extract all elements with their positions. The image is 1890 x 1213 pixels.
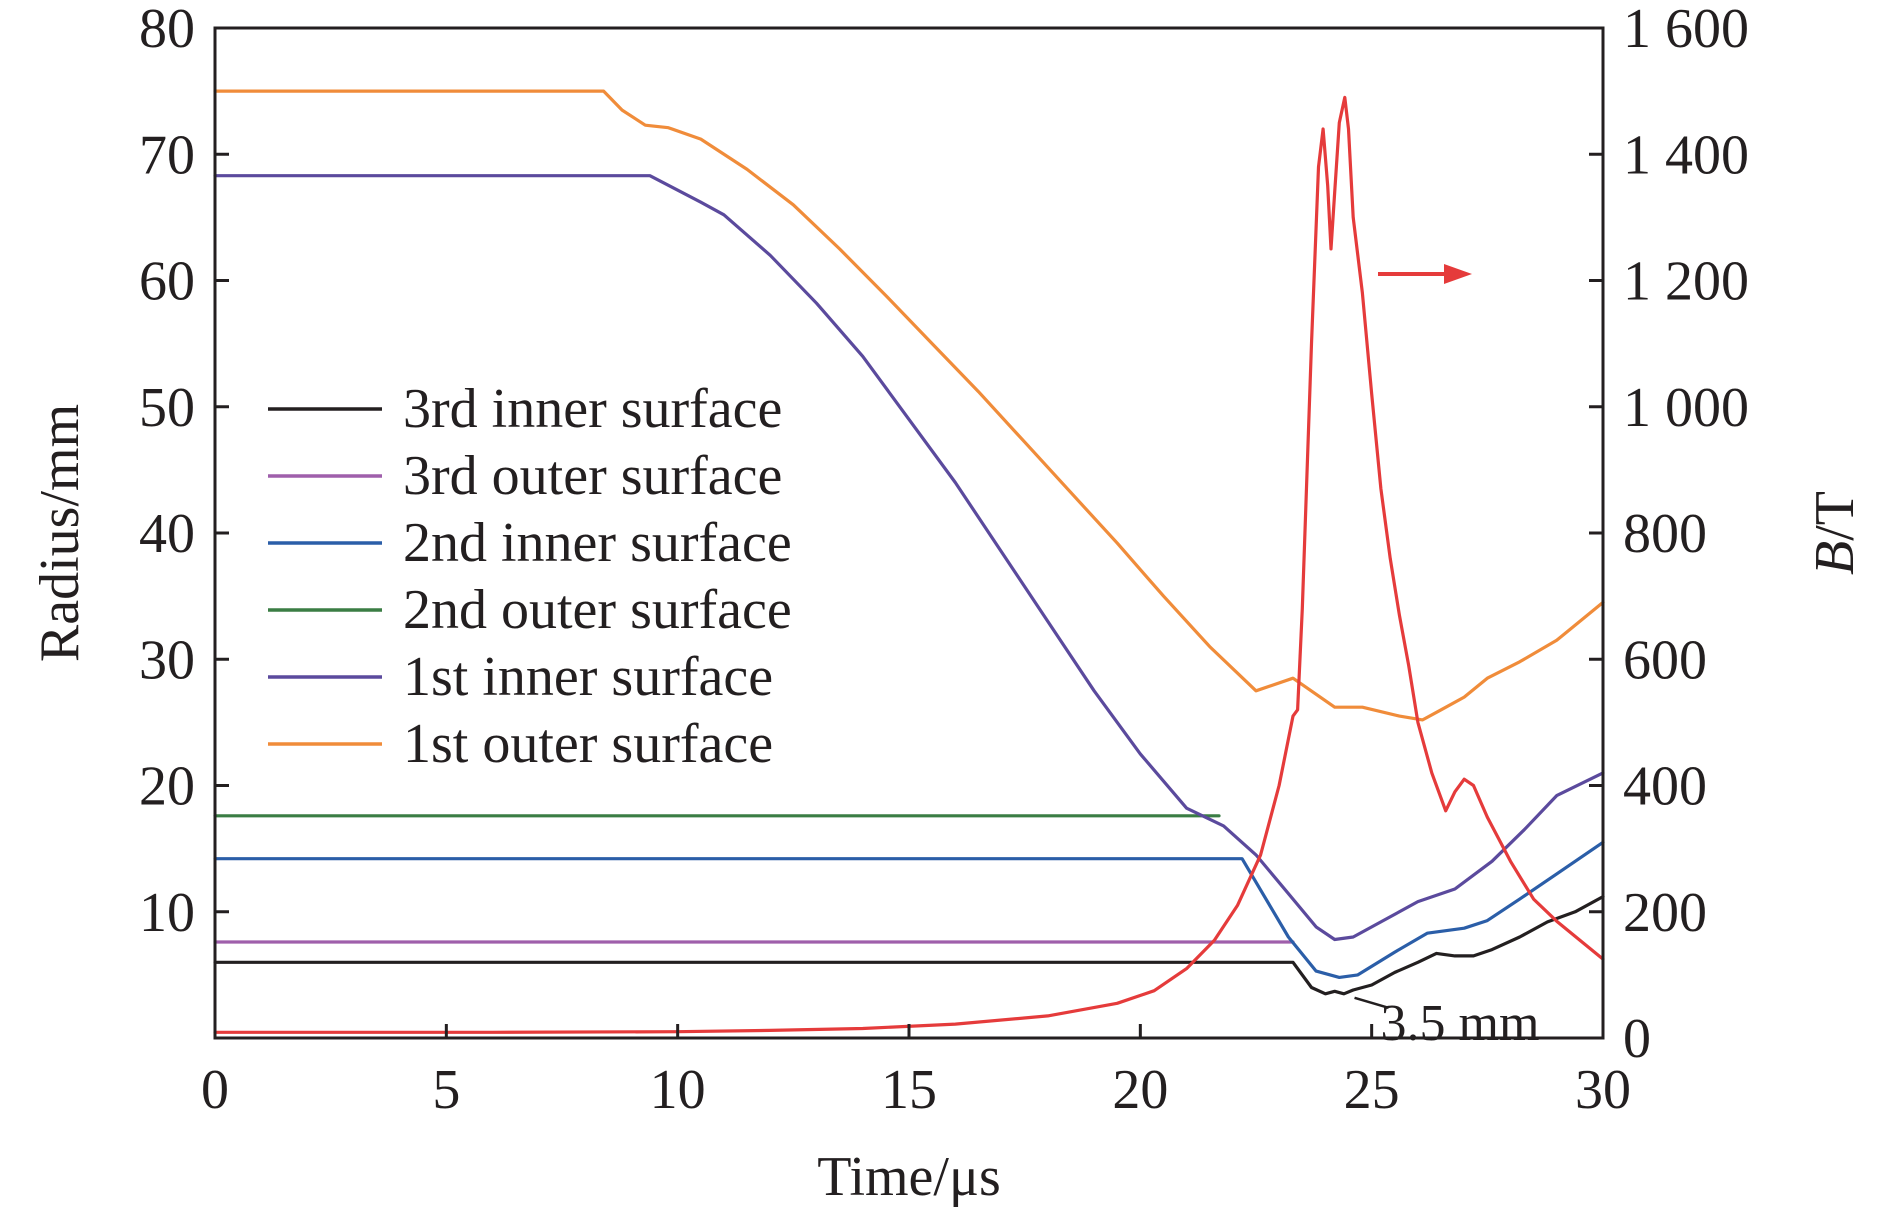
series-layer: [213, 89, 1605, 1034]
y-right-tick-label: 600: [1623, 629, 1707, 691]
y-left-tick-label: 60: [139, 251, 195, 313]
x-tick-label: 15: [881, 1059, 937, 1121]
ticks-layer: 0 5 10 15 20 25 301020304050607080020040060080…: [139, 0, 1749, 1121]
y-right-tick-label: 1 200: [1623, 251, 1749, 313]
y-right-tick-label: 200: [1623, 882, 1707, 944]
y-axis-right-symbol: B: [1804, 541, 1866, 575]
y-left-tick-label: 20: [139, 756, 195, 818]
legend-label-3rd-inner-surface: 3rd inner surface: [403, 378, 782, 440]
y-axis-right-title: B/T: [1804, 491, 1866, 575]
annotation-layer: 3.5 mm: [1354, 264, 1540, 1052]
y-right-tick-label: 0: [1623, 1008, 1651, 1070]
x-tick-label: 30: [1575, 1059, 1631, 1121]
y-right-tick-label: 1 600: [1623, 0, 1749, 60]
legend-label-2nd-outer-surface: 2nd outer surface: [403, 579, 792, 641]
series-line-b: [213, 95, 1605, 1034]
y-axis-right-unit: /T: [1804, 491, 1866, 541]
x-tick-label: 25: [1344, 1059, 1400, 1121]
series-line-1st-inner-surface: [213, 174, 1605, 942]
y-left-tick-label: 30: [139, 629, 195, 691]
annotation-leader: [1354, 996, 1389, 1010]
x-tick-label: 5: [432, 1059, 460, 1121]
x-tick-label: 0: [201, 1059, 229, 1121]
y-left-tick-label: 40: [139, 503, 195, 565]
y-left-tick-label: 50: [139, 377, 195, 439]
x-tick-label: 20: [1112, 1059, 1168, 1121]
legend-label-1st-outer-surface: 1st outer surface: [403, 713, 773, 775]
y-left-tick-label: 10: [139, 882, 195, 944]
y-left-tick-label: 80: [139, 0, 195, 60]
y-right-tick-label: 1 000: [1623, 377, 1749, 439]
y-left-tick-label: 70: [139, 124, 195, 186]
y-axis-left-title: Radius/mm: [29, 404, 91, 662]
y-right-tick-label: 800: [1623, 503, 1707, 565]
legend-label-1st-inner-surface: 1st inner surface: [403, 646, 773, 708]
legend-label-2nd-inner-surface: 2nd inner surface: [403, 512, 792, 574]
x-tick-label: 10: [650, 1059, 706, 1121]
series-line-3rd-inner-surface: [213, 894, 1605, 996]
legend-label-3rd-outer-surface: 3rd outer surface: [403, 445, 782, 507]
series-line-2nd-inner-surface: [213, 840, 1605, 980]
x-axis-title: Time/μs: [817, 1146, 1001, 1208]
b-axis-arrow-head: [1444, 264, 1472, 284]
annotation-label: 3.5 mm: [1381, 995, 1540, 1052]
y-right-tick-label: 1 400: [1623, 124, 1749, 186]
series-line-1st-outer-surface: [213, 89, 1605, 722]
y-right-tick-label: 400: [1623, 756, 1707, 818]
